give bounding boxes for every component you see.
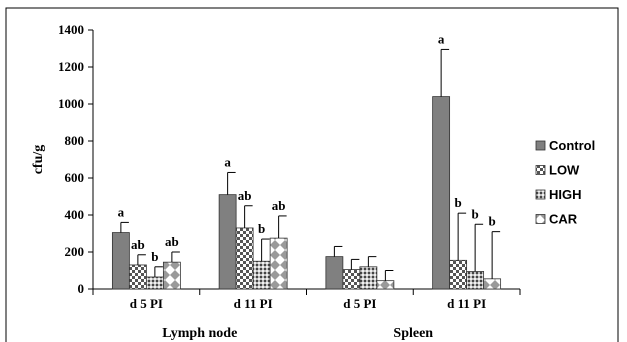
bar-control [111,232,130,290]
y-tick-label: 200 [65,244,85,259]
significance-letter: a [438,31,445,46]
bar-high [466,271,485,290]
legend-label: LOW [549,163,580,178]
bar-car [483,278,502,290]
significance-letter: a [118,204,125,219]
x-category-label: d 11 PI [234,296,273,311]
bar-high [145,276,164,290]
significance-letter: ab [238,188,252,203]
y-tick-label: 400 [65,207,85,222]
group-label: Lymph node [162,326,237,341]
chart-frame [5,7,619,342]
legend-swatch [535,214,546,224]
significance-letter: b [455,195,462,210]
bar-low [449,259,468,290]
bar-low [342,269,361,290]
bar-car [376,280,395,290]
y-tick-label: 0 [78,281,85,296]
significance-letter: ab [165,234,179,249]
significance-letter: b [472,206,479,221]
significance-letter: b [489,214,496,229]
group-label: Spleen [393,326,433,341]
bar-car [269,237,288,290]
x-category-label: d 11 PI [447,296,486,311]
legend-label: HIGH [549,187,582,202]
bar-high [359,266,378,290]
bar-low [128,264,147,290]
y-tick-label: 1200 [58,59,84,74]
legend-swatch [535,140,546,151]
significance-letter: ab [272,198,286,213]
y-tick-label: 800 [65,133,85,148]
x-category-label: d 5 PI [130,296,163,311]
bar-low [235,227,254,290]
y-tick-label: 1000 [58,96,84,111]
y-tick-label: 1400 [58,22,84,37]
significance-letter: ab [131,237,145,252]
legend-swatch [535,189,546,200]
bar-car [162,261,181,290]
y-axis-label: cfu/g [31,145,46,175]
bar-control [325,256,344,290]
bar-control [432,96,451,290]
legend-label: CAR [549,212,578,227]
significance-letter: a [224,154,231,169]
legend-swatch [535,165,546,175]
y-tick-label: 600 [65,170,85,185]
x-category-label: d 5 PI [343,296,376,311]
bar-high [252,260,271,290]
significance-letter: b [151,249,158,264]
bar-control [218,194,237,290]
significance-letter: b [258,221,265,236]
legend: Control LOW HIGH CAR [535,138,595,227]
legend-label: Control [549,138,595,153]
axes: 0 200 400 600 800 1000 1200 1400 cfu/g d 5 PI d 11… [31,22,521,341]
